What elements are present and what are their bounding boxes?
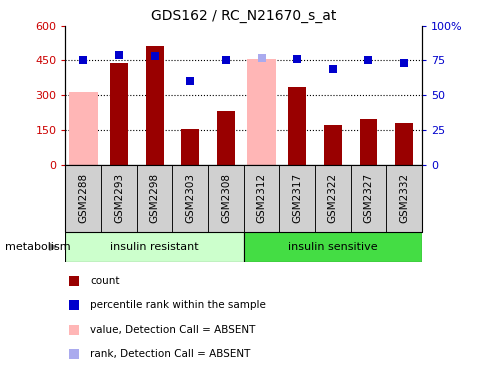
Text: rank, Detection Call = ABSENT: rank, Detection Call = ABSENT xyxy=(90,349,250,359)
Point xyxy=(293,56,301,62)
Bar xyxy=(65,232,243,262)
Point xyxy=(257,55,265,60)
Text: GSM2288: GSM2288 xyxy=(78,173,88,223)
Text: insulin sensitive: insulin sensitive xyxy=(287,242,377,252)
Text: GSM2317: GSM2317 xyxy=(291,173,302,223)
Text: GSM2298: GSM2298 xyxy=(149,173,159,223)
Bar xyxy=(69,92,97,165)
Bar xyxy=(216,111,234,165)
Bar xyxy=(101,165,136,232)
Bar xyxy=(136,165,172,232)
Bar xyxy=(323,125,341,165)
Bar xyxy=(279,165,314,232)
Point xyxy=(328,66,336,71)
Bar xyxy=(314,165,350,232)
Text: count: count xyxy=(90,276,120,286)
Title: GDS162 / RC_N21670_s_at: GDS162 / RC_N21670_s_at xyxy=(151,9,336,23)
Text: insulin resistant: insulin resistant xyxy=(110,242,198,252)
Bar xyxy=(287,87,305,165)
Point xyxy=(222,57,229,63)
Point xyxy=(151,53,158,59)
Point xyxy=(186,78,194,84)
Bar xyxy=(243,165,279,232)
Bar xyxy=(110,63,128,165)
Bar xyxy=(385,165,421,232)
Point xyxy=(70,351,78,357)
Text: GSM2322: GSM2322 xyxy=(327,173,337,223)
Point xyxy=(70,327,78,333)
Point xyxy=(70,278,78,284)
Text: GSM2312: GSM2312 xyxy=(256,173,266,223)
Point xyxy=(364,57,372,63)
Text: percentile rank within the sample: percentile rank within the sample xyxy=(90,300,266,310)
Text: GSM2303: GSM2303 xyxy=(185,173,195,223)
Text: metabolism: metabolism xyxy=(5,242,70,252)
Text: value, Detection Call = ABSENT: value, Detection Call = ABSENT xyxy=(90,325,255,335)
Bar xyxy=(172,165,208,232)
Point xyxy=(79,57,87,63)
Bar xyxy=(359,119,377,165)
Bar xyxy=(145,46,163,165)
Bar xyxy=(394,123,412,165)
Bar xyxy=(65,165,101,232)
Text: GSM2332: GSM2332 xyxy=(398,173,408,223)
Bar xyxy=(208,165,243,232)
Bar xyxy=(350,165,385,232)
Bar xyxy=(181,129,199,165)
Point xyxy=(115,52,122,57)
Text: GSM2293: GSM2293 xyxy=(114,173,124,223)
Text: GSM2308: GSM2308 xyxy=(220,173,230,223)
Point xyxy=(399,60,407,66)
Bar xyxy=(247,59,275,165)
Point xyxy=(70,302,78,308)
Text: GSM2327: GSM2327 xyxy=(363,173,373,223)
Bar xyxy=(243,232,421,262)
